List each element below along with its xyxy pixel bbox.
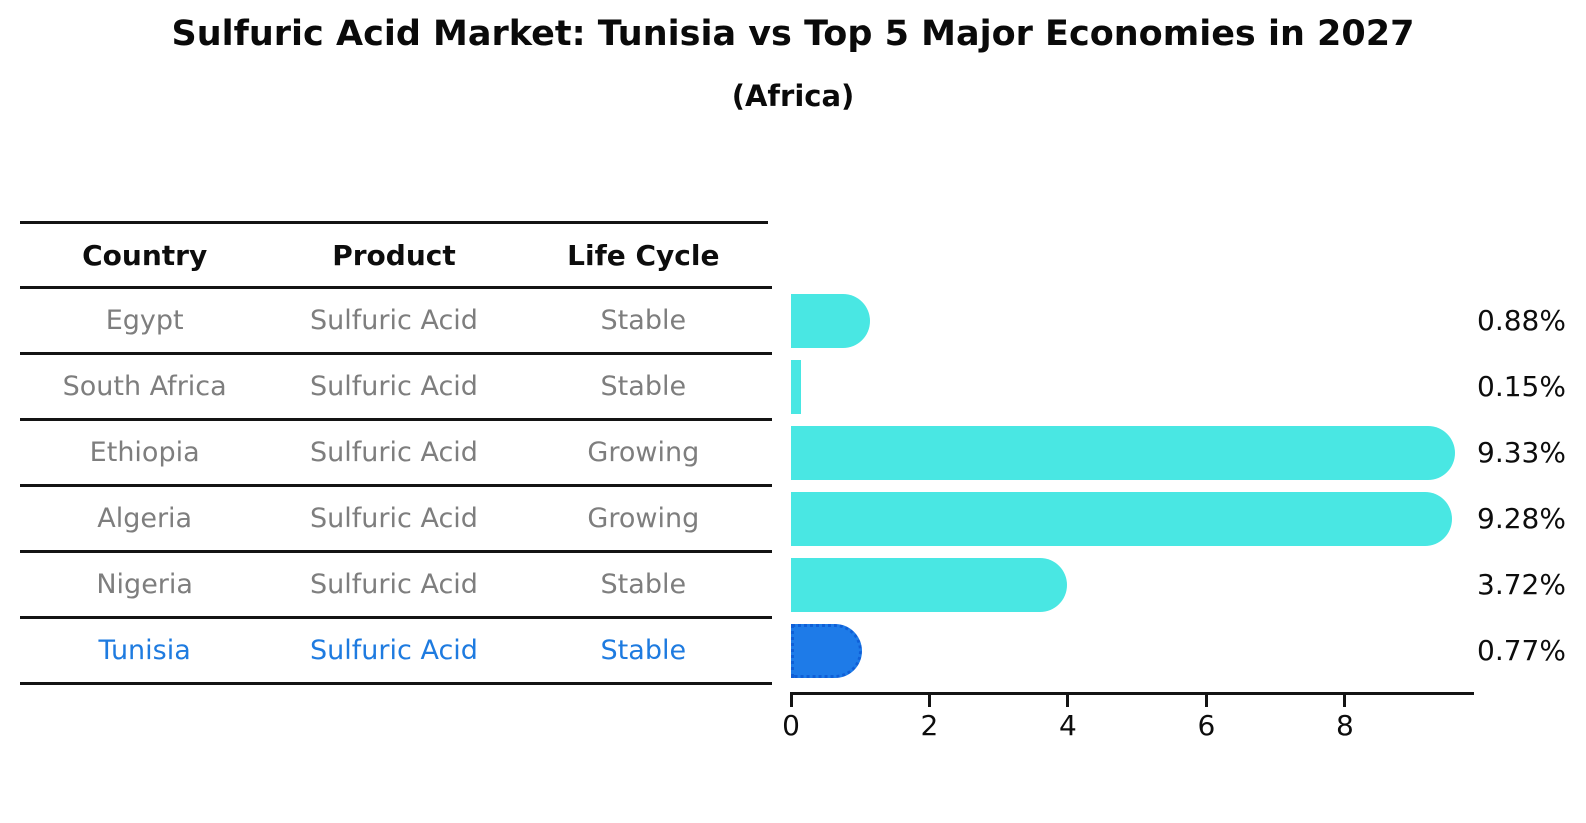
chart-title: Sulfuric Acid Market: Tunisia vs Top 5 M… [171,14,1415,54]
table-cell-country: Nigeria [96,569,193,600]
y-axis-tick [752,682,772,685]
bar-nigeria [791,557,1067,612]
column-header: Product [332,238,456,272]
table-cell-product: Sulfuric Acid [310,569,478,600]
y-axis-tick [752,352,772,355]
table-cell-life-cycle: Growing [587,503,700,534]
table-row: South Africa Sulfuric Acid Stable [20,355,768,421]
bar-value-label: 0.15% [1477,369,1566,403]
table-cell-product: Sulfuric Acid [310,635,478,666]
y-axis-tick [752,484,772,487]
table-cell-life-cycle: Stable [600,635,687,666]
table-cell-country: Egypt [105,305,184,336]
table-cell-life-cycle: Stable [600,371,687,402]
bar-egypt [791,293,870,348]
bar-value-label: 0.77% [1477,633,1566,667]
bar-value-label: 0.88% [1477,303,1566,337]
bar-south-africa [791,359,802,414]
x-axis-tick [789,695,793,707]
y-axis-tick [752,418,772,421]
y-axis-tick [752,550,772,553]
column-header: Country [82,238,208,272]
bar-value-label: 9.33% [1477,435,1566,469]
table-cell-country: South Africa [62,371,227,402]
bar-value-label: 9.28% [1477,501,1566,535]
table-cell-country: Tunisia [98,635,191,666]
x-axis-tick [927,695,931,707]
table-row: Algeria Sulfuric Acid Growing [20,487,768,553]
x-axis-tick [1066,695,1070,707]
x-tick-label: 4 [1059,709,1077,742]
table-row: Tunisia Sulfuric Acid Stable [20,619,768,685]
table-cell-country: Ethiopia [89,437,200,468]
y-axis-tick [752,616,772,619]
table-cell-product: Sulfuric Acid [310,503,478,534]
table-cell-product: Sulfuric Acid [310,371,478,402]
bar-tunisia [791,623,863,678]
table-cell-life-cycle: Stable [600,305,687,336]
table-row: Ethiopia Sulfuric Acid Growing [20,421,768,487]
x-tick-label: 0 [782,709,800,742]
table-row: Egypt Sulfuric Acid Stable [20,289,768,355]
bar-value-label: 3.72% [1477,567,1566,601]
table-header-row: Country Product Life Cycle [20,224,768,289]
table-cell-product: Sulfuric Acid [310,437,478,468]
table-cell-life-cycle: Stable [600,569,687,600]
chart-subtitle: (Africa) [731,79,855,113]
x-axis-line [790,692,1474,695]
column-header: Life Cycle [567,238,720,272]
x-axis-tick [1343,695,1347,707]
country-comparison-table: Country Product Life Cycle Egypt Sulfuric Ac… [20,221,768,685]
x-tick-label: 8 [1335,709,1354,742]
table-cell-country: Algeria [97,503,193,534]
bar-ethiopia [791,425,1455,480]
table-cell-life-cycle: Growing [587,437,700,468]
y-axis-tick [752,286,772,289]
x-tick-label: 6 [1197,709,1216,742]
x-axis-tick [1204,695,1208,707]
table-cell-product: Sulfuric Acid [310,305,478,336]
bar-algeria [791,491,1452,546]
x-tick-label: 2 [920,709,939,742]
table-row: Nigeria Sulfuric Acid Stable [20,553,768,619]
